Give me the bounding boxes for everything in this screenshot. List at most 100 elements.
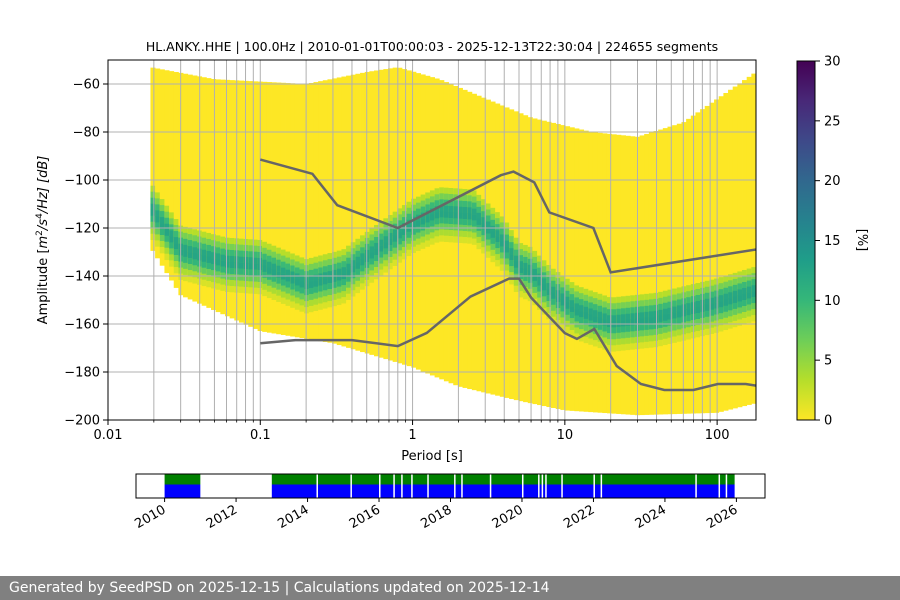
heatmap-cell [397, 208, 403, 215]
heatmap-cell [271, 287, 277, 294]
heatmap-cell [583, 324, 589, 332]
heatmap-cell [411, 234, 417, 242]
heatmap-cell [420, 242, 426, 249]
heatmap-cell [187, 276, 193, 283]
heatmap-column [299, 83, 305, 339]
heatmap-cell [742, 275, 748, 283]
heatmap-cell [443, 223, 449, 230]
heatmap-base-cell [648, 132, 654, 415]
heatmap-cell [704, 316, 710, 324]
heatmap-cell [201, 243, 207, 251]
timeline-tick-label: 2026 [704, 502, 740, 532]
heatmap-cell [313, 304, 319, 311]
heatmap-cell [280, 267, 286, 274]
heatmap-cell [271, 275, 277, 282]
heatmap-base-cell [150, 67, 156, 251]
heatmap-column [290, 83, 296, 337]
heatmap-cell [211, 282, 217, 289]
heatmap-cell [206, 274, 212, 282]
heatmap-cell [206, 250, 212, 258]
heatmap-cell [355, 244, 361, 252]
heatmap-cell [686, 327, 692, 334]
heatmap-cell [672, 300, 678, 307]
heatmap-column [420, 74, 426, 372]
heatmap-cell [285, 269, 291, 276]
heatmap-cell [718, 301, 724, 308]
heatmap-cell [434, 236, 440, 243]
heatmap-cell [299, 275, 305, 282]
heatmap-cell [597, 323, 603, 331]
heatmap-cell [518, 291, 524, 298]
heatmap-cell [229, 279, 235, 287]
heatmap-base-cell [737, 83, 743, 408]
heatmap-base-cell [318, 81, 324, 342]
heatmap-cell [723, 281, 729, 289]
heatmap-cell [602, 301, 608, 308]
heatmap-column [686, 118, 692, 414]
heatmap-cell [360, 241, 366, 248]
heatmap-cell [173, 255, 179, 262]
heatmap-cell [495, 242, 501, 249]
heatmap-cell [457, 230, 463, 237]
heatmap-cell [327, 283, 333, 290]
heatmap-cell [187, 234, 193, 241]
heatmap-base-cell [742, 80, 748, 407]
heatmap-cell [336, 292, 342, 299]
heatmap-cell [490, 243, 496, 251]
timeline-lower-bar [164, 484, 201, 498]
timeline-gap [695, 474, 697, 498]
heatmap-cell [709, 303, 715, 310]
heatmap-cell [294, 291, 300, 298]
heatmap-cell [592, 310, 599, 317]
heatmap-cell [220, 242, 226, 249]
heatmap-cell [304, 277, 310, 284]
heatmap-cell [378, 221, 384, 228]
heatmap-cell [294, 303, 300, 310]
heatmap-cell [443, 235, 449, 242]
heatmap-cell [183, 244, 189, 252]
heatmap-cell [415, 232, 422, 239]
heatmap-cell [709, 279, 715, 286]
heatmap-cell [308, 299, 314, 307]
heatmap-cell [206, 232, 212, 240]
heatmap-cell [583, 306, 589, 314]
heatmap-cell [173, 243, 179, 250]
heatmap-cell [467, 207, 473, 214]
heatmap-cell [285, 299, 291, 306]
heatmap-cell [369, 258, 375, 265]
heatmap-cell [630, 325, 636, 332]
heatmap-cell [276, 259, 282, 266]
heatmap-cell [401, 247, 408, 254]
heatmap-cell [252, 287, 258, 294]
heatmap-cell [429, 214, 435, 221]
heatmap-cell [220, 266, 226, 273]
heatmap-cell [406, 231, 412, 239]
heatmap-cell [290, 295, 296, 302]
heatmap-column [541, 120, 547, 407]
heatmap-cell [742, 299, 748, 307]
x-tick-label: 100 [705, 428, 730, 443]
heatmap-cell [346, 251, 352, 258]
heatmap-cell [341, 285, 347, 292]
heatmap-cell [676, 293, 682, 300]
heatmap-cell [676, 329, 682, 336]
heatmap-cell [220, 284, 226, 291]
heatmap-cell [369, 228, 375, 235]
heatmap-cell [350, 248, 356, 255]
heatmap-cell [280, 291, 286, 298]
heatmap-cell [411, 222, 417, 230]
heatmap-cell [709, 315, 715, 322]
colorbar-tick-label: 10 [824, 294, 841, 309]
heatmap-cell [616, 314, 622, 322]
heatmap-cell [187, 228, 193, 235]
heatmap-cell [266, 291, 272, 299]
heatmap-cell [588, 332, 594, 339]
heatmap-cell [718, 289, 724, 296]
heatmap-cell [490, 231, 496, 239]
heatmap-cell [420, 194, 426, 201]
heatmap-cell [374, 254, 380, 262]
heatmap-cell [513, 285, 519, 292]
heatmap-cell [714, 326, 720, 333]
heatmap-cell [374, 260, 380, 268]
heatmap-cell [173, 231, 179, 238]
